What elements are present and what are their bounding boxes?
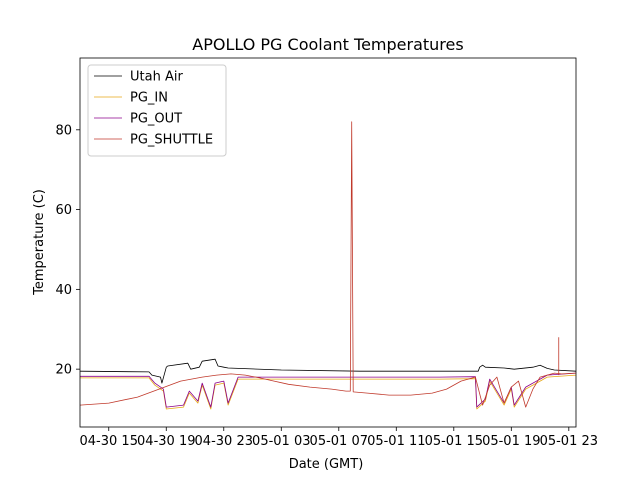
series-line-2	[80, 372, 577, 408]
x-tick-label: 05-01 15	[425, 434, 483, 449]
y-tick-label: 20	[55, 363, 72, 378]
y-tick-label: 60	[55, 203, 72, 218]
y-tick-label: 40	[55, 283, 72, 298]
x-axis: 04-30 15 04-30 19 04-30 23 05-01 03 05-01 07…	[80, 427, 598, 449]
x-tick-label: 05-01 23	[540, 434, 598, 449]
legend-label-1: PG_IN	[130, 91, 168, 106]
series-line-3	[79, 121, 577, 408]
y-tick-label: 80	[55, 123, 72, 138]
x-tick-label: 05-01 07	[310, 434, 368, 449]
x-tick-label: 05-01 03	[252, 434, 310, 449]
legend-box	[87, 64, 227, 157]
legend-label-0: Utah Air	[130, 70, 183, 85]
y-axis: 20 40 60 80	[55, 123, 80, 378]
series-line-0	[79, 358, 577, 384]
legend: Utah Air PG_IN PG_OUT PG_SHUTTLE	[87, 64, 227, 157]
x-tick-label: 05-01 11	[367, 434, 425, 449]
x-tick-label: 04-30 15	[80, 434, 138, 449]
axes-frame	[79, 57, 577, 428]
y-axis-label: Temperature (C)	[32, 189, 47, 296]
x-axis-label: Date (GMT)	[289, 457, 364, 472]
plot-area	[79, 121, 577, 410]
x-tick-label: 05-01 19	[482, 434, 540, 449]
x-tick-label: 04-30 23	[195, 434, 253, 449]
x-tick-label: 04-30 19	[137, 434, 195, 449]
legend-label-3: PG_SHUTTLE	[130, 133, 213, 148]
legend-label-2: PG_OUT	[130, 112, 182, 127]
chart-title: APOLLO PG Coolant Temperatures	[192, 35, 463, 54]
